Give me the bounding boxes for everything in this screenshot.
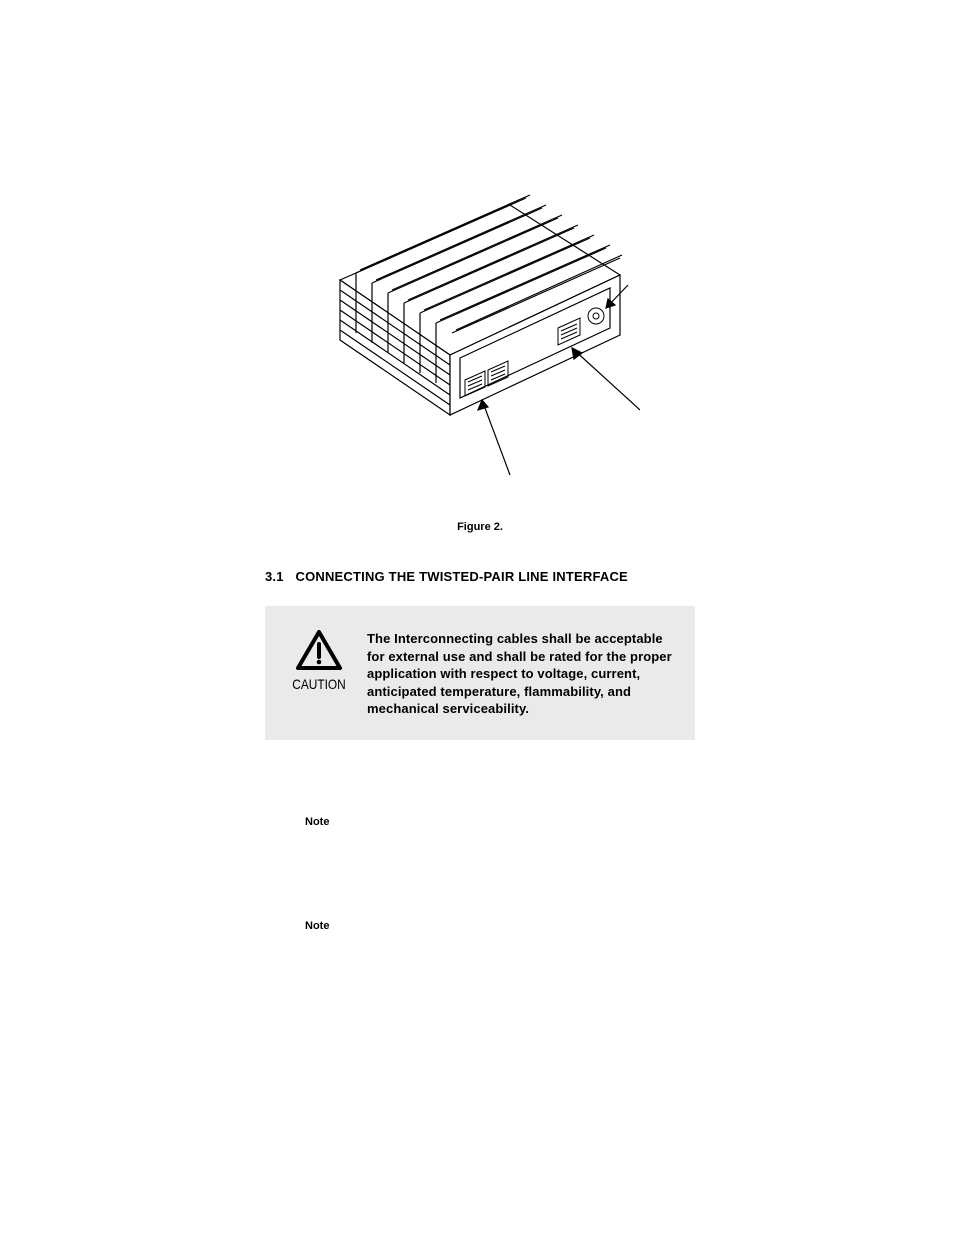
device-figure [310,190,640,480]
content-column: Figure 2. 3.1 CONNECTING THE TWISTED-PAI… [265,0,695,1020]
notes-section: Note Note [265,812,695,934]
caution-icon-column: CAUTION [283,630,355,692]
page: Figure 2. 3.1 CONNECTING THE TWISTED-PAI… [0,0,954,1235]
figure-caption: Figure 2. [265,521,695,533]
note-1: Note [265,812,695,830]
section-number: 3.1 [265,569,284,584]
figure-wrap: Figure 2. [265,0,695,533]
note-2: Note [265,916,695,934]
note-label: Note [305,920,329,932]
caution-text: The Interconnecting cables shall be acce… [355,630,677,718]
section-heading: 3.1 CONNECTING THE TWISTED-PAIR LINE INT… [265,569,695,584]
caution-label: CAUTION [288,676,349,692]
caution-triangle-icon [296,630,342,672]
caution-box: CAUTION The Interconnecting cables shall… [265,606,695,740]
section-title: CONNECTING THE TWISTED-PAIR LINE INTERFA… [295,569,627,584]
note-label: Note [305,816,329,828]
